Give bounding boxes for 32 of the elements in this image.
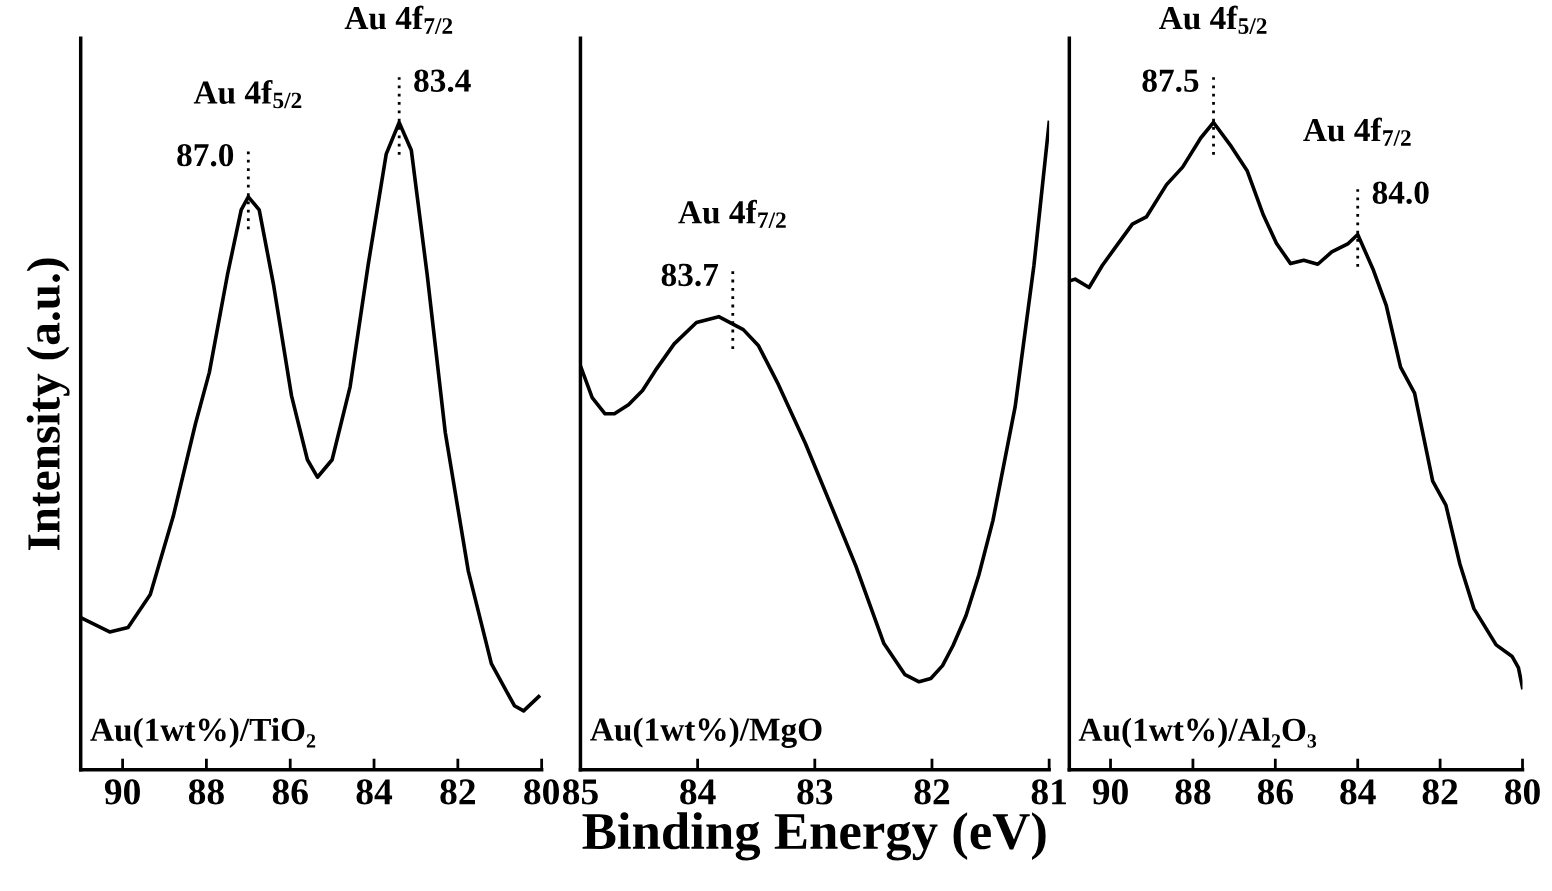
x-tick-label: 82 <box>440 779 475 805</box>
annotation: Au(1wt%)/Al₂O₃ <box>1078 717 1317 748</box>
annotation: Au 4f$_{5/2}$ <box>1159 5 1267 34</box>
x-tick-label: 80 <box>1505 779 1540 805</box>
annotation: Au 4f$_{7/2}$ <box>678 199 786 229</box>
x-tick-label: 83 <box>797 779 833 805</box>
annotation: Au(1wt%)/MgO <box>590 717 822 748</box>
annotation: 87.0 <box>177 143 234 167</box>
annotation: Au 4f$_{7/2}$ <box>1303 117 1411 146</box>
x-tick-label: 84 <box>680 779 716 805</box>
x-tick-label: 84 <box>1340 779 1376 805</box>
x-tick-label: 82 <box>1422 779 1458 805</box>
annotation: 84.0 <box>1372 181 1429 205</box>
x-tick-label: 90 <box>104 779 140 805</box>
x-tick-label: 88 <box>188 779 224 805</box>
x-tick-label: 85 <box>562 779 598 805</box>
x-tick-label: 84 <box>356 779 393 805</box>
x-tick-label: 80 <box>524 779 559 805</box>
annotation: Au(1wt%)/TiO₂ <box>90 717 316 748</box>
y-axis-title: Intensity (a.u.) <box>26 258 70 551</box>
annotation: Au 4f$_{7/2}$ <box>344 5 453 34</box>
x-tick-label: 86 <box>272 779 308 805</box>
x-tick-label: 82 <box>914 779 950 805</box>
annotation: 83.7 <box>661 263 719 287</box>
x-tick-label: 88 <box>1175 779 1211 805</box>
annotation: 83.4 <box>414 69 471 93</box>
x-axis-title: Binding Energy (eV) <box>582 812 1046 861</box>
annotation: 87.5 <box>1142 69 1199 93</box>
x-tick-label: 81 <box>1031 779 1066 805</box>
x-tick-label: 86 <box>1257 779 1293 805</box>
x-tick-label: 90 <box>1092 779 1128 805</box>
annotation: Au 4f$_{5/2}$ <box>193 80 302 109</box>
